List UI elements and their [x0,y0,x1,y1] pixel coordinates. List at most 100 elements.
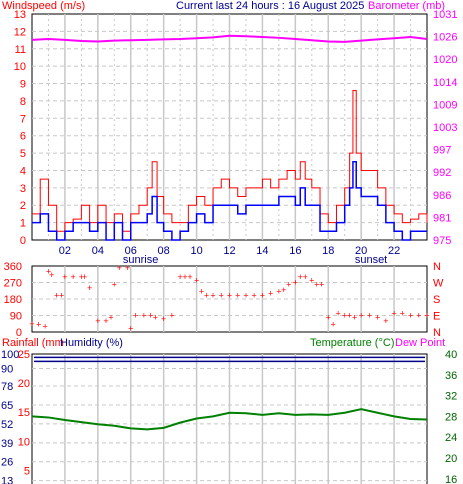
x-tick-label: 10 [190,245,202,257]
temperature-line [31,408,428,431]
direction-point: + [298,272,303,282]
direction-point: + [276,287,281,297]
direction-point: + [314,279,319,289]
right-tick-label: 986 [433,190,451,202]
direction-point: + [400,309,405,319]
dir-tick-label: 180 [4,294,22,306]
direction-point: + [71,272,76,282]
temp-tick-label: 40 [445,349,457,361]
barometer-line [31,34,428,43]
direction-point: + [281,285,286,295]
right-tick-label: 975 [433,235,451,247]
x-tick-label: 16 [289,245,301,257]
average-line [32,161,427,241]
left-tick-label: 4 [20,165,26,177]
direction-point: + [235,290,240,300]
right-tick-label: 1009 [433,99,457,111]
direction-point: + [112,279,117,289]
chart-title: Current last 24 hours : 16 August 2025 [176,0,364,12]
humidity-label: Humidity (%) [60,337,123,349]
left-tick-label: 6 [20,131,26,143]
direction-point: + [29,319,34,329]
direction-point: + [352,312,357,322]
left-tick-label: 5 [20,148,26,160]
direction-point: + [383,316,388,326]
left-tick-label: 11 [15,44,26,56]
direction-point: + [335,309,340,319]
wind-barometer-panel: 0123456789101112139759819869929971003100… [14,9,458,266]
direction-point: + [87,283,92,293]
temperature-label: Temperature (°C) [310,337,394,349]
humidity-tick-label: 90 [1,364,13,376]
direction-point: + [199,287,204,297]
humidity-tick-label: 65 [1,400,13,412]
temp-tick-label: 28 [445,411,457,423]
direction-point: + [303,272,308,282]
direction-point: + [391,309,396,319]
gust-line [32,89,428,232]
humidity-tick-label: 13 [1,476,13,484]
left-tick-label: 10 [14,61,26,73]
direction-point: + [128,323,133,333]
humidity-tick-label: 52 [1,419,13,431]
temp-tick-label: 36 [445,370,457,382]
direction-point: + [243,290,248,300]
x-tick-label: 20 [355,245,367,257]
direction-point: + [59,290,64,300]
direction-point: + [227,290,232,300]
direction-point: + [347,311,352,321]
direction-point: + [210,290,215,300]
direction-point: + [82,272,87,282]
direction-point: + [252,290,257,300]
humidity-tick-label: 100 [1,349,19,361]
direction-point: + [153,312,158,322]
right-tick-label: 1026 [433,32,457,44]
windspeed-title: Windspeed (m/s) [2,0,85,12]
temp-tick-label: 24 [445,432,457,444]
direction-point: + [260,290,265,300]
rain-tick-label: 25 [18,349,30,361]
direction-point: + [319,279,324,289]
direction-point: + [367,311,372,321]
direction-point: + [342,311,347,321]
right-tick-label: 1003 [433,122,457,134]
direction-point: + [204,290,209,300]
right-tick-label: 1031 [433,9,457,21]
direction-point: + [309,276,314,286]
left-tick-label: 2 [20,200,26,212]
compass-label: E [433,311,440,323]
direction-point: + [79,272,84,282]
direction-point: + [125,263,130,273]
direction-point: + [148,311,153,321]
dir-tick-label: 90 [10,311,22,323]
temp-tick-label: 16 [445,474,457,484]
direction-point: + [293,278,298,288]
direction-point: + [331,320,336,330]
right-tick-label: 1014 [433,77,457,89]
direction-point: + [46,267,51,277]
rain-tick-label: 20 [18,378,30,390]
x-tick-label: 14 [256,245,268,257]
direction-point: + [187,272,192,282]
direction-point: + [408,311,413,321]
right-tick-label: 997 [433,145,451,157]
direction-point: + [161,314,166,324]
temp-humidity-panel: 13 26 39 52 65 78 90 100 5 10 15 20 25 16 20 24 28 32 36 40 [1,349,457,484]
x-tick-label: 18 [322,245,334,257]
left-tick-label: 12 [14,26,26,38]
direction-point: + [286,279,291,289]
direction-point: + [219,290,224,300]
x-tick-label: 04 [92,245,104,257]
left-tick-label: 7 [20,113,26,125]
humidity-tick-label: 39 [1,438,13,450]
direction-point: + [194,276,199,286]
dir-tick-label: 360 [4,261,22,273]
direction-point: + [108,312,113,322]
compass-label: S [433,294,440,306]
direction-point: + [177,272,182,282]
direction-point: + [416,311,421,321]
dir-tick-label: 0 [16,327,22,339]
direction-point: + [182,272,187,282]
rain-tick-label: 15 [18,407,30,419]
